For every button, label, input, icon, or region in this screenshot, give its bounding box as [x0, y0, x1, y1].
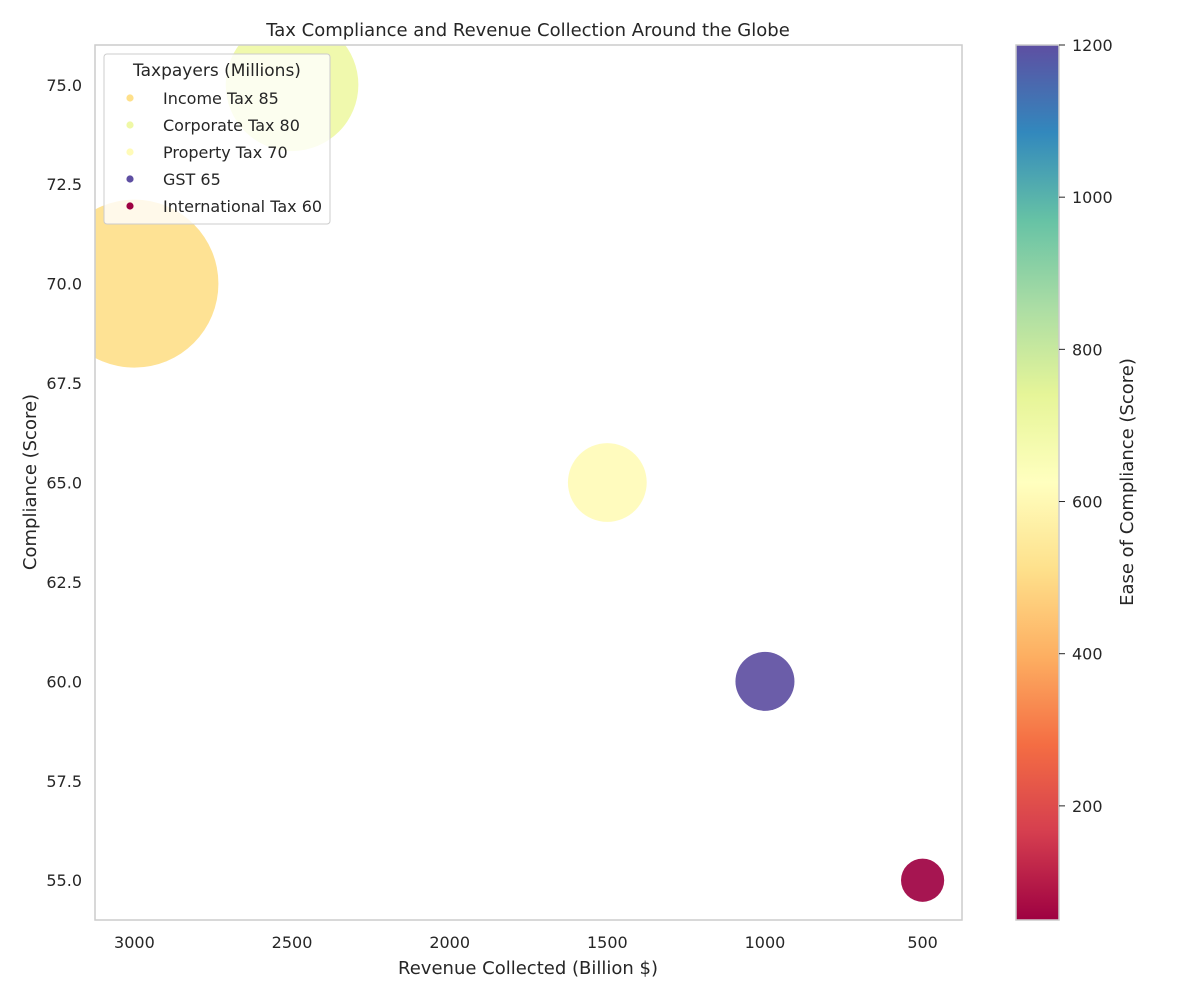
- x-axis-ticks: 3000 2500 2000 1500 1000 500: [114, 933, 938, 952]
- y-tick-label: 72.5: [46, 175, 82, 194]
- colorbar: 200 400 600 800 1000 1200 Ease of Compliance …: [1016, 36, 1138, 920]
- legend-marker: [126, 148, 133, 155]
- bubble-property-tax-70: [568, 443, 647, 522]
- legend-marker: [126, 175, 133, 182]
- y-tick-label: 75.0: [46, 76, 82, 95]
- y-tick-label: 70.0: [46, 275, 82, 294]
- x-tick-label: 1000: [745, 933, 786, 952]
- y-tick-label: 57.5: [46, 772, 82, 791]
- x-tick-label: 1500: [587, 933, 628, 952]
- bubble-gst-65: [735, 652, 794, 711]
- legend-entry-label: Income Tax 85: [163, 89, 279, 108]
- x-tick-label: 2500: [272, 933, 313, 952]
- legend-marker: [126, 121, 133, 128]
- colorbar-ticks: 200 400 600 800 1000 1200: [1059, 36, 1113, 816]
- legend-entry-label: Corporate Tax 80: [163, 116, 300, 135]
- legend-entry-label: International Tax 60: [163, 197, 322, 216]
- legend-entry-label: Property Tax 70: [163, 143, 288, 162]
- y-tick-label: 67.5: [46, 374, 82, 393]
- y-tick-label: 65.0: [46, 474, 82, 493]
- x-axis-label: Revenue Collected (Billion $): [398, 958, 658, 979]
- legend: Taxpayers (Millions) Income Tax 85 Corpor…: [104, 54, 330, 224]
- legend-marker: [126, 202, 133, 209]
- x-tick-label: 3000: [114, 933, 155, 952]
- legend-marker: [126, 94, 133, 101]
- colorbar-label: Ease of Compliance (Score): [1117, 358, 1138, 606]
- x-tick-label: 2000: [429, 933, 470, 952]
- colorbar-tick-label: 800: [1072, 340, 1103, 359]
- y-tick-label: 62.5: [46, 573, 82, 592]
- x-tick-label: 500: [907, 933, 938, 952]
- legend-entry-label: GST 65: [163, 170, 221, 189]
- colorbar-tick-label: 400: [1072, 645, 1103, 664]
- y-axis-label: Compliance (Score): [20, 394, 41, 570]
- y-axis-ticks: 55.0 57.5 60.0 62.5 65.0 67.5 70.0 72.5 75.0: [46, 76, 82, 890]
- colorbar-tick-label: 600: [1072, 493, 1103, 512]
- y-tick-label: 60.0: [46, 672, 82, 691]
- chart-title: Tax Compliance and Revenue Collection Ar…: [265, 20, 790, 41]
- colorbar-tick-label: 200: [1072, 797, 1103, 816]
- y-tick-label: 55.0: [46, 871, 82, 890]
- legend-title: Taxpayers (Millions): [132, 61, 301, 81]
- colorbar-gradient: [1016, 45, 1059, 920]
- bubble-international-tax-60: [901, 859, 944, 902]
- colorbar-tick-label: 1200: [1072, 36, 1113, 55]
- colorbar-tick-label: 1000: [1072, 188, 1113, 207]
